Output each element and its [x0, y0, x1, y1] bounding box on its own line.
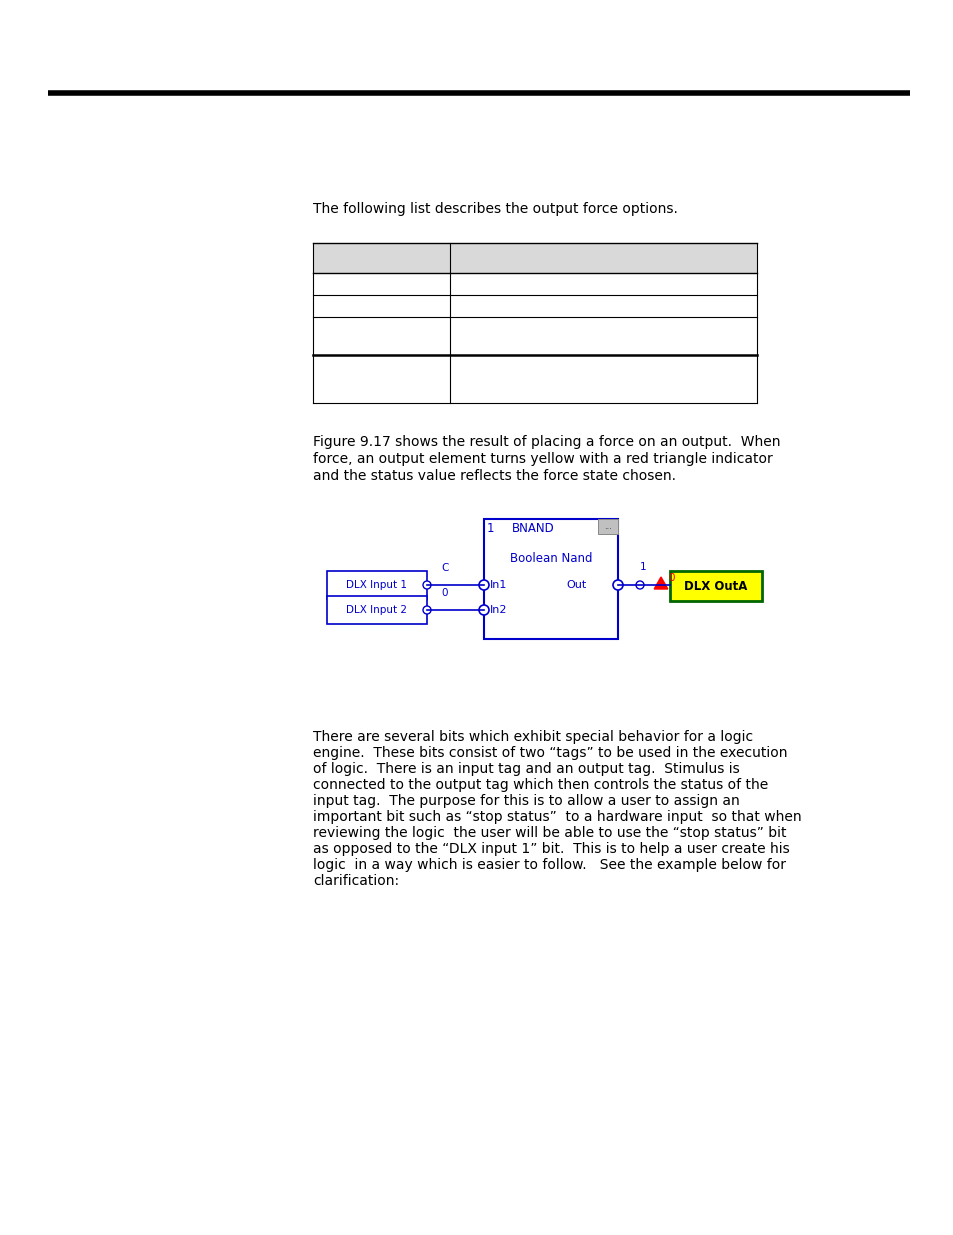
Text: important bit such as “stop status”  to a hardware input  so that when: important bit such as “stop status” to a… [313, 810, 801, 824]
Text: clarification:: clarification: [313, 874, 398, 888]
Bar [313, 295, 757, 317]
Bar [483, 519, 618, 638]
Text: Out: Out [565, 580, 586, 590]
Text: ...: ... [603, 522, 611, 531]
Text: reviewing the logic  the user will be able to use the “stop status” bit: reviewing the logic the user will be abl… [313, 826, 785, 840]
Circle shape [422, 580, 431, 589]
Text: 1: 1 [486, 522, 494, 535]
Circle shape [422, 606, 431, 614]
Circle shape [636, 580, 643, 589]
Text: The following list describes the output force options.: The following list describes the output … [313, 203, 678, 216]
Text: There are several bits which exhibit special behavior for a logic: There are several bits which exhibit spe… [313, 730, 752, 743]
Polygon shape [654, 577, 667, 589]
Text: force, an output element turns yellow with a red triangle indicator: force, an output element turns yellow wi… [313, 452, 772, 466]
Circle shape [478, 580, 489, 590]
Text: and the status value reflects the force state chosen.: and the status value reflects the force … [313, 469, 676, 483]
Bar [598, 519, 618, 534]
Text: In2: In2 [490, 605, 507, 615]
Text: DLX Input 1: DLX Input 1 [346, 580, 407, 590]
Circle shape [613, 580, 622, 590]
Text: 0: 0 [667, 573, 674, 583]
Bar [313, 273, 757, 295]
Bar [313, 243, 757, 273]
Bar [313, 354, 757, 403]
Text: connected to the output tag which then controls the status of the: connected to the output tag which then c… [313, 778, 767, 792]
Bar [327, 571, 427, 599]
Circle shape [478, 605, 489, 615]
Text: DLX OutA: DLX OutA [683, 579, 747, 593]
Text: Figure 9.17 shows the result of placing a force on an output.  When: Figure 9.17 shows the result of placing … [313, 435, 780, 450]
Text: input tag.  The purpose for this is to allow a user to assign an: input tag. The purpose for this is to al… [313, 794, 739, 808]
Text: logic  in a way which is easier to follow.   See the example below for: logic in a way which is easier to follow… [313, 858, 785, 872]
Text: BNAND: BNAND [512, 522, 554, 535]
Text: DLX Input 2: DLX Input 2 [346, 605, 407, 615]
Text: C: C [441, 563, 448, 573]
Bar [327, 597, 427, 624]
Text: 1: 1 [639, 562, 646, 572]
Text: of logic.  There is an input tag and an output tag.  Stimulus is: of logic. There is an input tag and an o… [313, 762, 739, 776]
Text: 0: 0 [441, 588, 448, 598]
Text: Boolean Nand: Boolean Nand [509, 552, 592, 564]
FancyBboxPatch shape [669, 571, 761, 601]
Text: In1: In1 [490, 580, 507, 590]
Text: engine.  These bits consist of two “tags” to be used in the execution: engine. These bits consist of two “tags”… [313, 746, 786, 760]
Text: as opposed to the “DLX input 1” bit.  This is to help a user create his: as opposed to the “DLX input 1” bit. Thi… [313, 842, 789, 856]
Bar [313, 317, 757, 354]
